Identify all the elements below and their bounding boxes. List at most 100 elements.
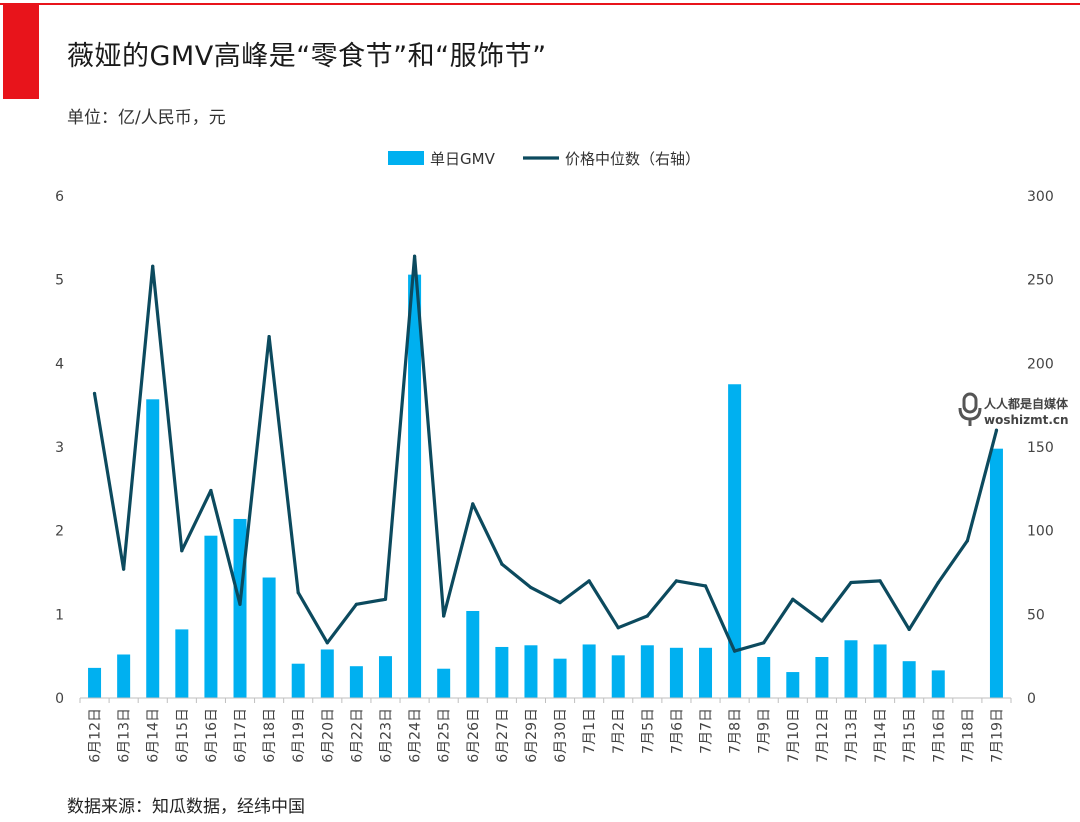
price-median-point [383,597,388,601]
y-left-tick-label: 6 [55,189,64,205]
x-category-label: 7月18日 [960,708,976,763]
price-median-point [471,502,475,506]
price-median-point [616,626,620,630]
gmv-bar [262,577,276,698]
gmv-bar [611,655,625,698]
x-category-label: 7月6日 [669,708,685,754]
gmv-bar [175,629,189,698]
price-median-point [703,584,708,588]
gmv-bar [524,645,538,698]
x-category-label: 6月14日 [146,708,162,763]
price-median-point [820,619,824,623]
price-median-point [994,428,999,432]
y-left-tick-label: 1 [55,607,64,623]
legend-line-label: 价格中位数（右轴） [565,150,700,168]
price-median-point [180,549,184,553]
gmv-bar [349,666,363,698]
gmv-bar [582,644,596,698]
x-category-label: 7月1日 [582,708,598,754]
gmv-bar [815,657,829,698]
price-median-point [296,590,300,595]
watermark-url: woshizmt.cn [984,413,1069,427]
gmv-bar [466,610,480,698]
x-category-label: 7月2日 [611,708,627,754]
price-median-point [325,641,329,645]
x-category-label: 6月23日 [378,708,394,763]
x-category-label: 7月16日 [931,708,947,763]
watermark: 人人都是自媒体 woshizmt.cn [958,392,1076,432]
gmv-bar [757,657,771,698]
x-category-label: 7月13日 [844,708,860,763]
price-median-point [645,614,649,618]
y-left-tick-label: 0 [55,691,64,707]
price-median-point [238,602,242,606]
x-category-label: 7月8日 [728,708,744,754]
x-category-label: 6月27日 [495,708,511,763]
source-note: 数据来源：知瓜数据，经纬中国 [67,797,305,817]
red-accent-bar [3,3,39,99]
price-median-point [791,597,795,601]
x-category-label: 6月12日 [88,708,104,763]
x-category-label: 7月19日 [989,708,1005,763]
price-median-point [267,334,271,339]
y-right-tick-label: 300 [1027,189,1054,205]
gmv-bar [88,667,102,698]
price-median-point [412,254,417,258]
price-median-point [500,562,504,566]
gmv-bar [669,647,683,698]
price-median-point [209,488,213,493]
gmv-bar [291,663,305,698]
x-category-label: 6月22日 [349,708,365,763]
y-left-tick-label: 3 [55,440,64,456]
unit-label: 单位：亿/人民币，元 [67,108,226,128]
x-category-label: 6月26日 [466,708,482,763]
page-title: 薇娅的GMV高峰是“零食节”和“服饰节” [67,41,547,72]
gmv-bar [844,640,858,698]
legend-bar-swatch [388,151,424,165]
price-median-point [674,579,679,583]
x-category-label: 6月29日 [524,708,540,763]
gmv-bar [408,274,422,698]
x-category-label: 6月19日 [291,708,307,763]
x-category-label: 7月5日 [640,708,656,754]
watermark-name: 人人都是自媒体 [984,397,1069,411]
gmv-bar [495,646,509,698]
gmv-bar [320,649,334,698]
x-category-label: 6月13日 [117,708,133,763]
price-median-point [762,641,766,645]
gmv-bar [786,672,800,698]
gmv-bar [931,670,945,698]
gmv-bar [204,535,218,698]
x-category-label: 6月20日 [320,708,336,763]
x-category-label: 7月12日 [815,708,831,763]
gmv-bar [699,647,713,698]
price-median-point [587,579,591,583]
x-category-label: 6月30日 [553,708,569,763]
price-median-point [733,649,737,653]
gmv-bar [728,384,742,698]
y-right-tick-label: 200 [1027,356,1054,372]
gmv-bar [873,644,887,698]
gmv-bar [640,645,654,698]
x-category-label: 7月15日 [902,708,918,763]
top-red-rule [0,3,1080,5]
price-median-point [122,567,126,571]
price-median-point [936,580,940,585]
price-median-point [849,580,853,585]
price-median-point [354,602,358,606]
price-median-point [442,614,446,618]
y-left-tick-label: 2 [55,524,64,540]
gmv-bar [989,448,1003,698]
price-median-point [878,579,882,583]
gmv-bar [146,399,160,698]
y-right-tick-label: 50 [1027,607,1045,623]
x-category-label: 6月17日 [233,708,249,763]
y-right-tick-label: 0 [1027,691,1036,707]
y-right-tick-label: 250 [1027,273,1054,289]
x-category-label: 6月24日 [408,708,424,763]
x-category-label: 6月16日 [204,708,220,763]
y-left-tick-label: 5 [55,273,64,289]
price-median-point [151,264,155,268]
legend-bar-label: 单日GMV [430,150,496,168]
x-category-label: 6月15日 [175,708,191,763]
